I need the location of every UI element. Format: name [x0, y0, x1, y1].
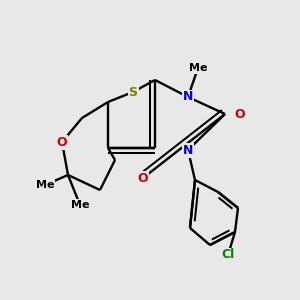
Text: O: O	[57, 136, 67, 148]
Text: Cl: Cl	[221, 248, 235, 262]
Text: N: N	[183, 91, 193, 103]
Text: Me: Me	[71, 200, 89, 210]
Text: O: O	[235, 107, 245, 121]
Text: Me: Me	[189, 63, 207, 73]
Text: Me: Me	[36, 180, 54, 190]
Text: O: O	[138, 172, 148, 184]
Text: S: S	[128, 85, 137, 98]
Text: N: N	[183, 143, 193, 157]
